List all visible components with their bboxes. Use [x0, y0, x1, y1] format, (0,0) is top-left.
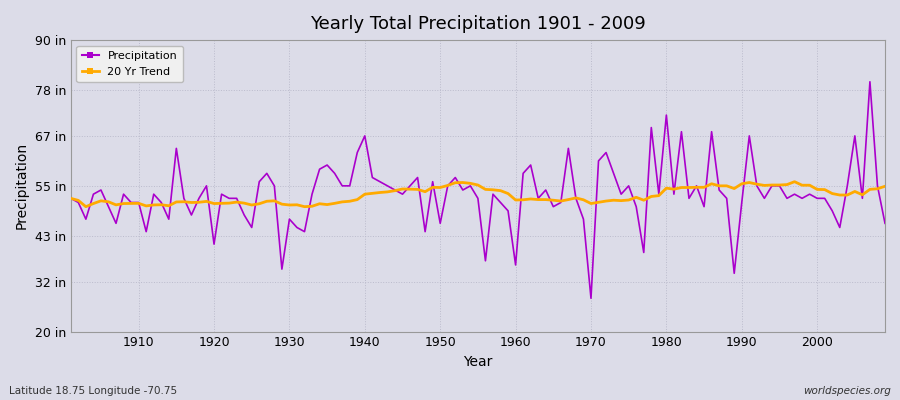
Text: worldspecies.org: worldspecies.org [803, 386, 891, 396]
Title: Yearly Total Precipitation 1901 - 2009: Yearly Total Precipitation 1901 - 2009 [310, 15, 646, 33]
Legend: Precipitation, 20 Yr Trend: Precipitation, 20 Yr Trend [76, 46, 183, 82]
X-axis label: Year: Year [464, 355, 492, 369]
Text: Latitude 18.75 Longitude -70.75: Latitude 18.75 Longitude -70.75 [9, 386, 177, 396]
Y-axis label: Precipitation: Precipitation [15, 142, 29, 230]
